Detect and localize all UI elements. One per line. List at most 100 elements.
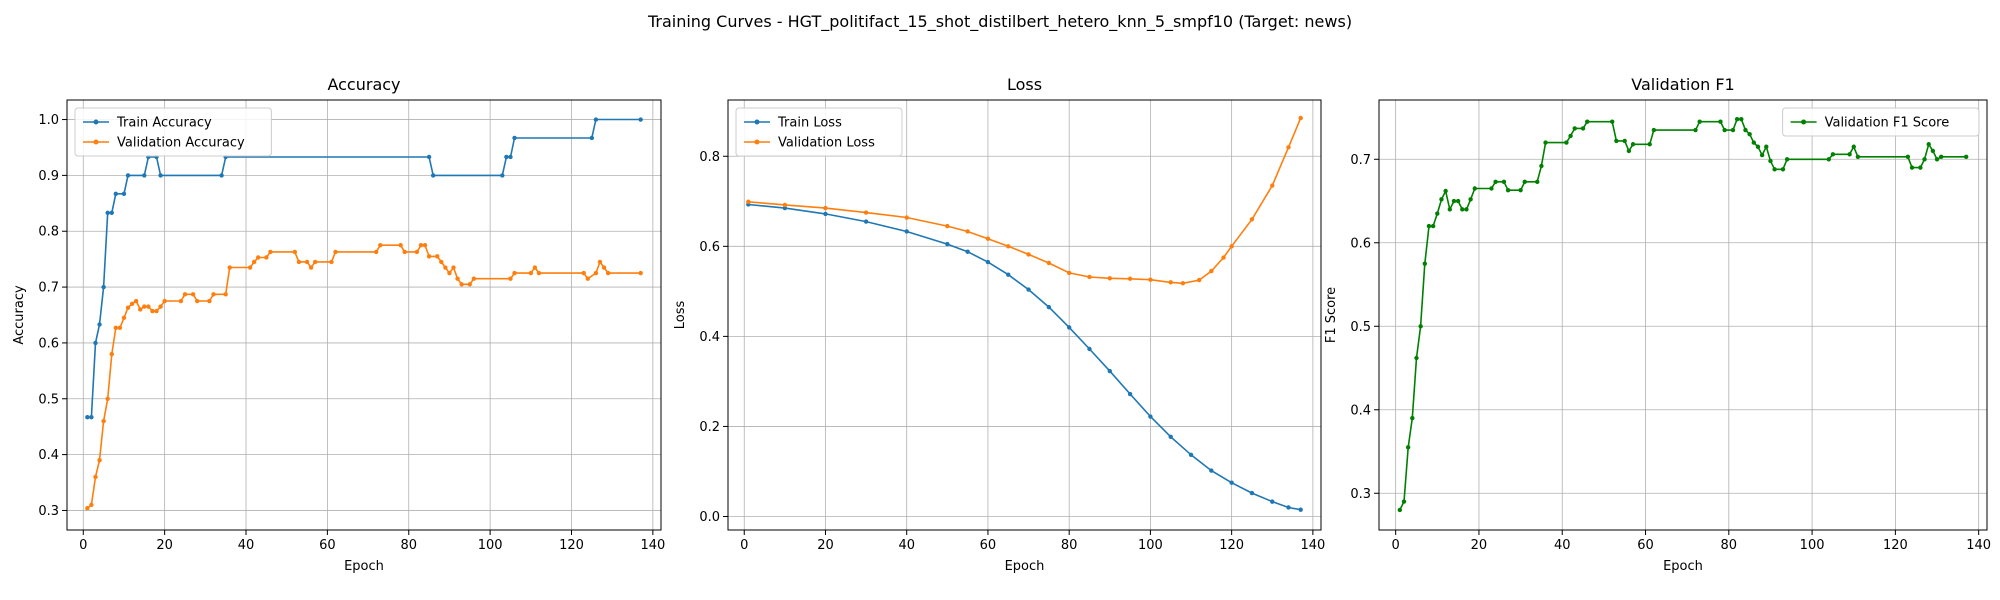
- x-tick-label: 120: [1219, 538, 1244, 553]
- data-point: [1784, 157, 1790, 162]
- data-point: [1759, 152, 1765, 158]
- data-point: [101, 418, 106, 424]
- series-line: [748, 203, 1301, 511]
- series-line: [86, 244, 641, 509]
- data-point: [1298, 115, 1303, 121]
- series-line: [748, 117, 1302, 285]
- data-point: [1196, 277, 1202, 283]
- data-point: [435, 254, 440, 259]
- legend: Train Accuracy Validation Accuracy: [74, 107, 272, 157]
- data-point: [1286, 145, 1291, 150]
- data-point: [158, 304, 163, 309]
- data-point: [150, 308, 155, 314]
- x-tick-label: 20: [156, 538, 173, 553]
- data-point: [1622, 138, 1627, 144]
- legend-label: Validation Accuracy: [117, 136, 245, 151]
- data-point: [508, 154, 513, 160]
- data-point: [426, 254, 432, 259]
- data-point: [1718, 119, 1723, 124]
- y-tick-label: 0.6: [699, 240, 720, 255]
- data-point: [125, 305, 131, 310]
- data-point: [1405, 445, 1411, 450]
- x-tick-label: 0: [740, 538, 748, 553]
- data-point: [1522, 179, 1527, 185]
- data-point: [1270, 183, 1275, 188]
- data-point: [512, 135, 517, 141]
- data-point: [1298, 507, 1303, 512]
- data-point: [227, 265, 232, 270]
- data-point: [308, 265, 314, 270]
- data-point: [1934, 157, 1940, 162]
- data-point: [1435, 211, 1440, 216]
- x-tick-label: 60: [980, 538, 997, 553]
- data-point: [1168, 280, 1173, 285]
- data-point: [1270, 499, 1275, 504]
- data-point: [1229, 244, 1234, 249]
- data-point: [1148, 414, 1153, 419]
- x-axis-label: Epoch: [1005, 559, 1045, 574]
- data-point: [965, 229, 970, 234]
- data-point: [904, 215, 909, 220]
- data-point: [304, 259, 310, 265]
- data-point: [374, 249, 379, 255]
- x-tick-label: 60: [1637, 538, 1654, 553]
- data-point: [1610, 119, 1615, 124]
- legend-marker: [754, 119, 760, 125]
- legend: Validation F1 Score: [1782, 107, 1980, 137]
- data-point: [1630, 142, 1636, 147]
- data-point: [593, 270, 599, 276]
- data-point: [178, 298, 184, 304]
- y-tick-label: 1.0: [38, 113, 59, 128]
- data-point: [93, 340, 98, 346]
- data-point: [782, 202, 788, 208]
- data-point: [1826, 157, 1831, 162]
- data-point: [447, 270, 452, 276]
- data-point: [1087, 274, 1092, 280]
- data-point: [823, 205, 828, 211]
- x-tick-label: 20: [1471, 538, 1488, 553]
- data-point: [508, 276, 513, 281]
- data-point: [142, 304, 147, 309]
- data-point: [426, 154, 432, 160]
- data-point: [251, 259, 257, 265]
- x-axis-label: Epoch: [1663, 559, 1703, 574]
- y-tick-label: 0.4: [699, 330, 720, 345]
- x-tick-label: 100: [1800, 538, 1825, 553]
- data-point: [1493, 179, 1498, 185]
- data-point: [504, 154, 509, 160]
- data-point: [138, 307, 143, 312]
- data-point: [292, 249, 298, 255]
- data-point: [194, 298, 200, 304]
- data-point: [1585, 119, 1590, 124]
- y-tick-label: 0.8: [699, 150, 720, 165]
- y-tick-label: 0.7: [1350, 153, 1371, 168]
- data-point: [1535, 179, 1540, 185]
- data-point: [467, 282, 472, 287]
- data-point: [296, 259, 302, 265]
- data-point: [1751, 140, 1756, 145]
- data-point: [1168, 434, 1173, 439]
- data-point: [1830, 152, 1836, 157]
- data-point: [471, 276, 477, 281]
- data-point: [1505, 187, 1511, 193]
- data-point: [422, 242, 428, 248]
- data-point: [1626, 148, 1632, 154]
- x-tick-label: 40: [898, 538, 915, 553]
- data-point: [1209, 268, 1214, 274]
- y-axis-label: Accuracy: [12, 285, 27, 345]
- data-point: [863, 210, 869, 215]
- data-point: [945, 223, 950, 229]
- data-point: [190, 292, 196, 297]
- data-point: [1743, 127, 1748, 133]
- series-1: [85, 242, 643, 511]
- data-point: [1401, 499, 1407, 504]
- data-point: [402, 249, 407, 255]
- data-point: [1447, 207, 1452, 212]
- data-point: [158, 173, 163, 178]
- series-1: [746, 115, 1303, 286]
- legend-label: Validation Loss: [778, 136, 875, 151]
- y-tick-label: 0.6: [1350, 236, 1371, 251]
- data-point: [597, 259, 603, 265]
- legend: Train Loss Validation Loss: [735, 107, 903, 157]
- data-point: [109, 210, 114, 216]
